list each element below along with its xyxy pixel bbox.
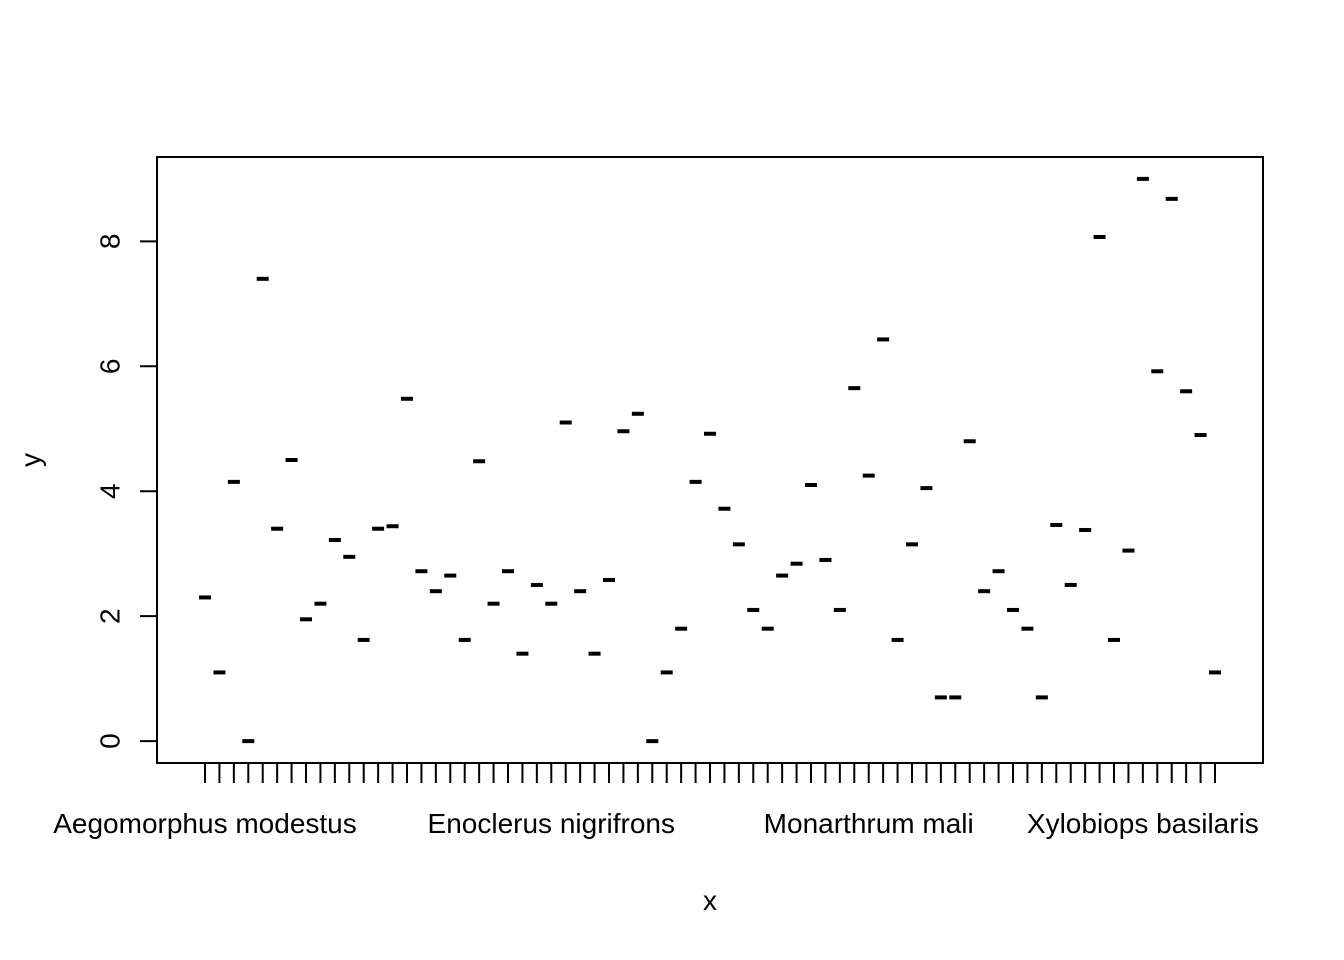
y-tick-label: 4	[95, 483, 126, 499]
x-axis-label: x	[703, 885, 717, 916]
y-tick-label: 0	[95, 733, 126, 749]
x-tick-label: Aegomorphus modestus	[53, 808, 357, 839]
data-points	[199, 179, 1221, 741]
x-axis: Aegomorphus modestus Enoclerus nigrifrons…	[53, 763, 1259, 839]
y-axis-label: y	[15, 453, 46, 467]
plot-frame	[157, 157, 1263, 763]
x-tick-label: Monarthrum mali	[764, 808, 974, 839]
x-tick-label: Xylobiops basilaris	[1027, 808, 1259, 839]
y-axis: 0 2 4 6 8	[95, 234, 158, 749]
x-tick-label: Enoclerus nigrifrons	[428, 808, 675, 839]
y-tick-label: 6	[95, 358, 126, 374]
y-tick-label: 2	[95, 608, 126, 624]
y-tick-label: 8	[95, 234, 126, 250]
